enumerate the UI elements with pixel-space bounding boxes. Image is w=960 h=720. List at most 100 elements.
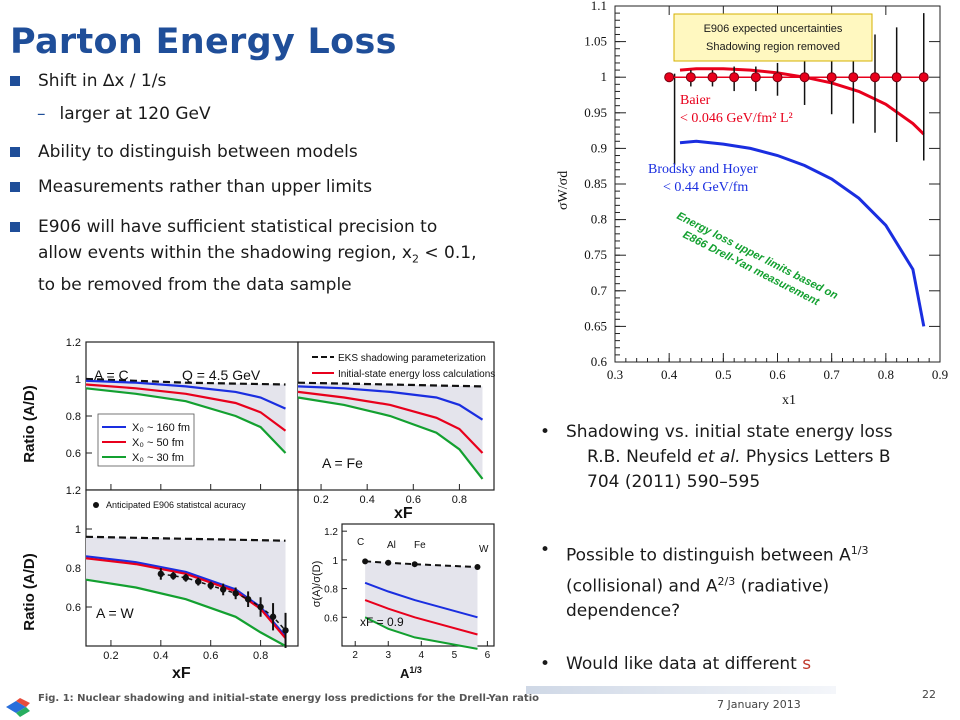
x-tick-label: 0.9 <box>932 367 948 382</box>
x-tick-label: 0.2 <box>103 650 118 662</box>
brodsky-hoyer-curve <box>679 139 926 327</box>
anticipated-point <box>157 570 165 578</box>
anticipated-point <box>282 627 289 634</box>
legend-anticipated-dot <box>93 502 99 508</box>
x-tick-label: 0.8 <box>452 494 467 506</box>
uncertainty-band <box>298 382 483 479</box>
baier-limit: < 0.046 GeV/fm² L² <box>680 111 793 126</box>
y-tick-label: 0.85 <box>584 176 607 191</box>
right-bullet-data: • Would like data at different s <box>540 652 955 677</box>
energy-loss-chart: 0.3 0.4 0.5 0.6 0.7 0.8 0.9 0.6 0.65 0.7 0.75 0.8 0.… <box>556 0 948 408</box>
energy-loss-curve <box>85 379 286 410</box>
inset-point <box>474 564 481 571</box>
energy-loss-curve <box>85 578 287 647</box>
x-tick-label: 0.7 <box>824 367 841 382</box>
data-point <box>772 72 783 83</box>
legend-x0-160: X₀ ~ 160 fm <box>132 422 190 434</box>
bullet-square-icon <box>10 182 20 192</box>
right-bullet-distinguish: • Possible to distinguish between A1/3 (… <box>540 540 869 622</box>
inset-point <box>362 558 369 565</box>
anticipated-point <box>170 572 177 579</box>
anticipated-point <box>244 596 252 603</box>
data-point <box>891 72 902 83</box>
anticipated-point <box>219 586 227 593</box>
anticipated-point <box>269 613 277 620</box>
energy-loss-curve <box>85 387 287 454</box>
inset-energy-loss-curve <box>364 599 478 636</box>
xf-label-top: xF <box>394 505 413 522</box>
y-tick-label: 0.7 <box>591 283 608 298</box>
x-tick-label: 0.2 <box>313 494 328 506</box>
nucleus-al: Al <box>387 540 396 551</box>
ylabel-bottom: Ratio (A/D) <box>22 553 38 631</box>
x-tick-label: 5 <box>452 650 458 661</box>
xf09-label: xF = 0.9 <box>360 615 404 629</box>
bullet-square-icon <box>10 147 20 157</box>
y-tick-label: 0.9 <box>591 140 607 155</box>
energy-loss-curve <box>297 390 484 454</box>
inset-energy-loss-curve <box>364 581 478 619</box>
page-number: 22 <box>922 688 936 701</box>
x-tick-label: 0.4 <box>360 494 375 506</box>
y-tick-label: 0.6 <box>66 602 81 614</box>
page-title: Parton Energy Loss <box>10 22 397 62</box>
a13-label: A1/3 <box>400 665 422 681</box>
legend-x0-50: X₀ ~ 50 fm <box>132 437 184 449</box>
x-tick-label: 0.6 <box>769 367 786 382</box>
legend-box <box>97 413 195 467</box>
bullet-measurements: Measurements rather than upper limits <box>10 174 372 200</box>
x-tick-label: 0.8 <box>878 367 894 382</box>
x-tick-label: 0.6 <box>406 494 421 506</box>
bullet-dot-icon: • <box>540 422 551 442</box>
y-tick-label: 1.05 <box>584 34 607 49</box>
y-tick-label: 0.8 <box>66 563 81 575</box>
y-tick-label: 0.8 <box>591 212 607 227</box>
legend-anticipated: Anticipated E906 statistcal acuracy <box>106 500 246 510</box>
eks-curve <box>297 381 483 388</box>
ylabel-top: Ratio (A/D) <box>22 385 38 463</box>
energy-loss-curve <box>85 555 287 638</box>
nucleus-fe: Fe <box>414 540 426 551</box>
y-tick-label: 1 <box>332 556 338 567</box>
y-tick-label: 1.2 <box>324 527 338 538</box>
eks-curve <box>85 535 286 542</box>
figure-caption: Fig. 1: Nuclear shadowing and initial-st… <box>38 693 539 704</box>
label-a-c: A = C <box>94 367 129 383</box>
bullet-square-icon <box>10 76 20 86</box>
anticipated-point <box>207 582 214 589</box>
xf-label-bottom: xF <box>172 665 191 682</box>
data-point <box>664 72 675 83</box>
nucleus-c: C <box>357 537 364 548</box>
bullet-square-icon <box>10 222 20 232</box>
y-tick-label: 1 <box>601 69 608 84</box>
data-point <box>685 72 696 83</box>
bullet-dot-icon: • <box>540 540 551 560</box>
data-point <box>848 72 859 83</box>
logo-icon <box>6 698 30 717</box>
sub-bullet-larger: – larger at 120 GeV <box>37 104 211 124</box>
label-q: Q = 4.5 GeV <box>182 367 261 383</box>
data-point <box>918 72 929 83</box>
shadowing-figure: 0.6 0.8 1 1.2 0.2 0.4 0.6 0.8 0.6 0.8 1 1.2 0.2 0.4 0.… <box>22 337 495 682</box>
footer-date: 7 January 2013 <box>717 698 801 711</box>
x-tick-label: 0.3 <box>607 367 623 382</box>
x-tick-label: 0.4 <box>661 367 678 382</box>
x-tick-label: 0.4 <box>153 650 168 662</box>
energy-loss-curve <box>297 385 484 421</box>
energy-loss-curve <box>85 383 287 432</box>
data-point <box>729 72 740 83</box>
anticipated-point <box>195 578 202 585</box>
dash-icon: – <box>37 104 46 124</box>
x-tick-label: 0.8 <box>253 650 268 662</box>
anticipated-point <box>232 590 239 597</box>
inset-point <box>385 559 392 566</box>
data-point <box>707 72 718 83</box>
data-point <box>826 72 837 83</box>
box-line-1: E906 expected uncertainties <box>704 23 843 35</box>
label-a-w: A = W <box>96 605 135 621</box>
data-point <box>870 72 880 83</box>
y-tick-label: 0.95 <box>584 105 607 120</box>
box-line-2: Shadowing region removed <box>706 41 840 53</box>
x-tick-label: 4 <box>419 650 425 661</box>
y-tick-label: 1.1 <box>591 0 607 13</box>
